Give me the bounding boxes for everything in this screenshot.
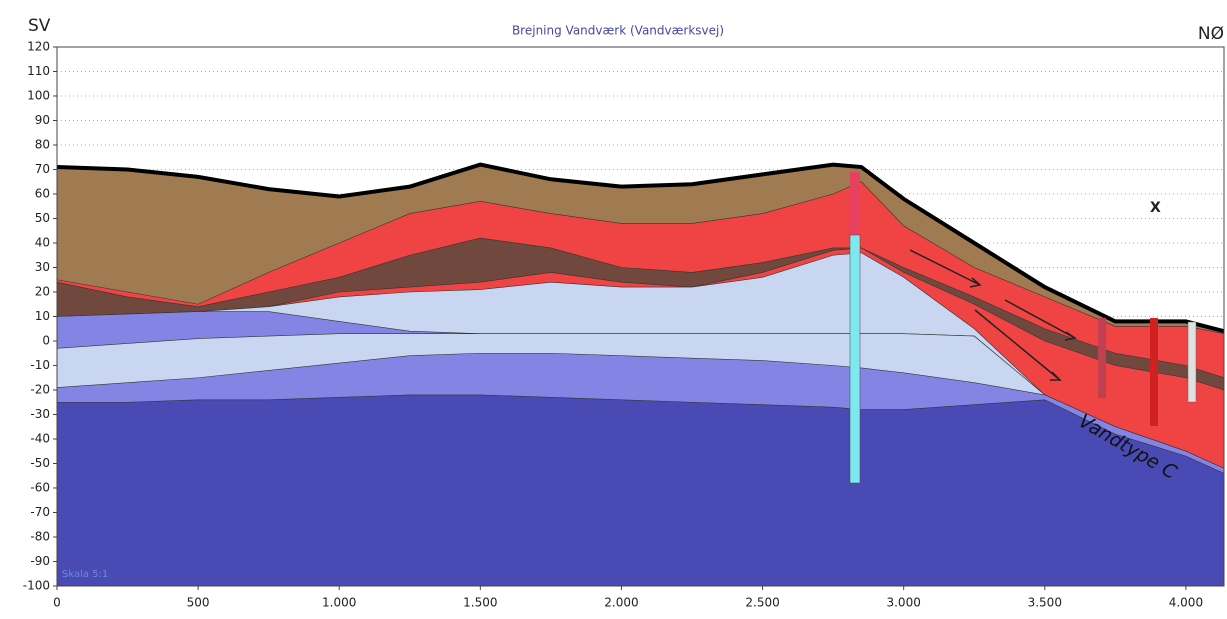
y-tick-label: 110 [27,64,50,78]
x-tick-label: 500 [187,596,210,610]
y-tick-label: 50 [35,211,50,225]
x-tick-label: 3.500 [1028,596,1062,610]
x-tick-label: 1.500 [463,596,497,610]
y-tick-label: 90 [35,113,50,127]
chart-title: Brejning Vandværk (Vandværksvej) [512,24,724,38]
y-tick-label: 70 [35,162,50,176]
layer [57,395,1224,586]
y-tick-label: 10 [35,309,50,323]
y-tick-label: -30 [30,407,50,421]
x-tick-label: 1.000 [322,596,356,610]
y-tick-label: -10 [30,358,50,372]
x-tick-label: 3.000 [886,596,920,610]
y-tick-label: 80 [35,138,50,152]
left-label: SV [28,16,51,36]
y-tick-label: 30 [35,260,50,274]
y-tick-label: -20 [30,383,50,397]
annotation: X [1150,200,1161,216]
y-tick-label: -50 [30,456,50,470]
borehole [1150,318,1158,426]
x-tick-label: 0 [53,596,61,610]
y-tick-label: -100 [23,579,50,593]
x-tick-label: 2.000 [604,596,638,610]
y-tick-label: -80 [30,530,50,544]
annotation: Skala 5:1 [62,569,108,580]
y-tick-label: -70 [30,505,50,519]
right-label: NØ [1198,24,1224,44]
x-tick-label: 4.000 [1169,596,1203,610]
borehole [1188,322,1196,402]
y-tick-label: 0 [42,334,50,348]
borehole [1098,318,1106,398]
y-tick-label: 40 [35,236,50,250]
y-tick-label: -60 [30,481,50,495]
y-tick-label: 120 [27,40,50,54]
y-tick-label: -90 [30,554,50,568]
borehole [850,235,860,483]
x-tick-label: 2.500 [745,596,779,610]
borehole [850,172,860,242]
y-tick-label: 100 [27,89,50,103]
y-tick-label: 60 [35,187,50,201]
y-tick-label: -40 [30,432,50,446]
y-tick-label: 20 [35,285,50,299]
chart: -100-90-80-70-60-50-40-30-20-10010203040… [0,0,1227,615]
